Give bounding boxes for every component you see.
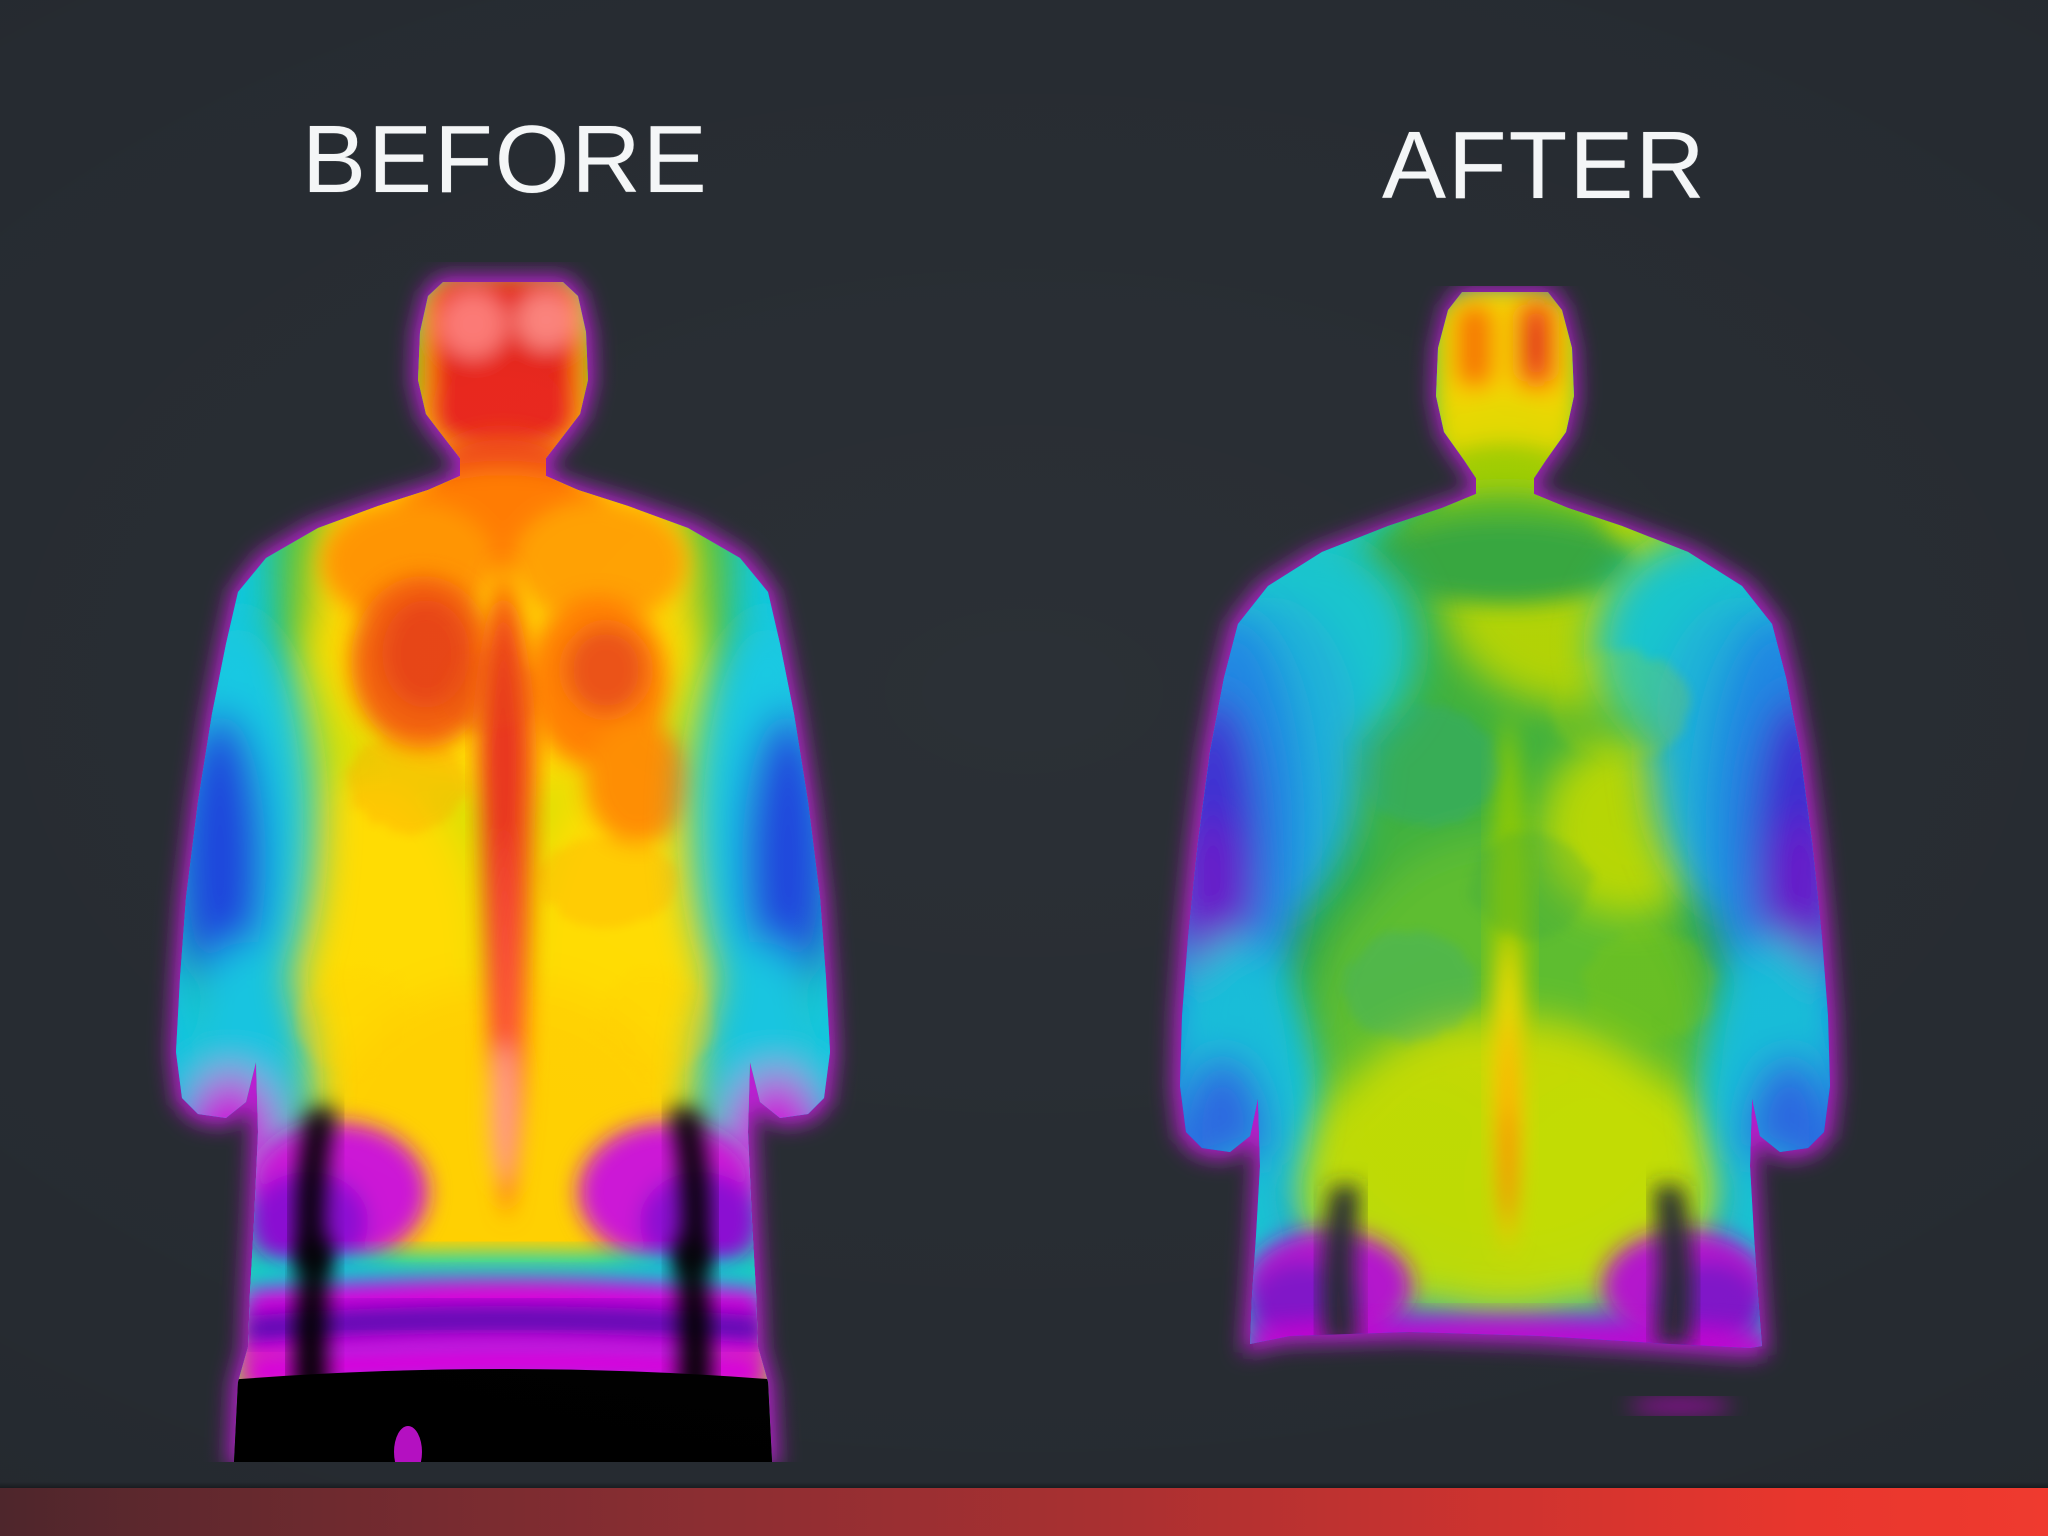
thermal-panel-before <box>108 262 898 1462</box>
thermal-scan-after <box>1110 286 1900 1446</box>
thermal-panel-after <box>1110 286 1900 1446</box>
thermal-scan-before <box>108 262 898 1462</box>
after-label: AFTER <box>1382 112 1707 219</box>
accent-bar-shadow <box>0 1482 2048 1488</box>
bottom-accent-bar <box>0 1488 2048 1536</box>
before-label: BEFORE <box>302 106 709 213</box>
